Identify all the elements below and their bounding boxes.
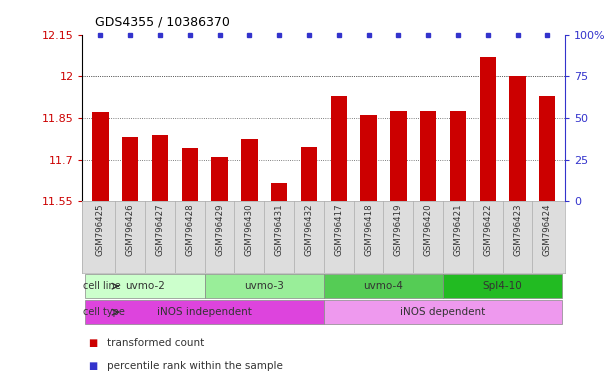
Text: GSM796423: GSM796423 xyxy=(513,203,522,256)
Bar xyxy=(86,300,324,324)
Text: GSM796418: GSM796418 xyxy=(364,203,373,256)
Bar xyxy=(539,96,555,201)
Text: GSM796420: GSM796420 xyxy=(423,203,433,256)
Bar xyxy=(331,96,347,201)
Text: GSM796427: GSM796427 xyxy=(155,203,164,256)
Bar xyxy=(92,112,109,201)
Bar xyxy=(181,148,198,201)
Text: GSM796428: GSM796428 xyxy=(185,203,194,256)
Text: uvmo-4: uvmo-4 xyxy=(364,281,403,291)
Bar xyxy=(360,115,377,201)
Text: GSM796419: GSM796419 xyxy=(394,203,403,256)
Text: GSM796425: GSM796425 xyxy=(96,203,105,256)
Bar xyxy=(324,300,562,324)
Text: Spl4-10: Spl4-10 xyxy=(483,281,522,291)
Bar xyxy=(211,157,228,201)
Bar xyxy=(241,139,257,201)
Bar xyxy=(152,134,168,201)
Bar xyxy=(205,275,324,298)
Text: GSM796417: GSM796417 xyxy=(334,203,343,256)
Bar xyxy=(420,111,436,201)
Text: cell type: cell type xyxy=(83,307,125,317)
Bar xyxy=(122,137,138,201)
Bar xyxy=(86,275,205,298)
Text: ■: ■ xyxy=(89,338,98,348)
Bar xyxy=(450,111,466,201)
Bar xyxy=(324,275,443,298)
Text: GSM796424: GSM796424 xyxy=(543,203,552,256)
Text: GDS4355 / 10386370: GDS4355 / 10386370 xyxy=(95,16,230,29)
Text: GSM796431: GSM796431 xyxy=(274,203,284,256)
Bar xyxy=(443,275,562,298)
Text: GSM796422: GSM796422 xyxy=(483,203,492,256)
Text: GSM796432: GSM796432 xyxy=(304,203,313,256)
Bar xyxy=(480,57,496,201)
Bar xyxy=(390,111,406,201)
Text: GSM796421: GSM796421 xyxy=(453,203,463,256)
Text: iNOS dependent: iNOS dependent xyxy=(400,307,486,317)
Text: iNOS independent: iNOS independent xyxy=(157,307,252,317)
Text: uvmo-2: uvmo-2 xyxy=(125,281,165,291)
Bar xyxy=(271,183,287,201)
Text: GSM796426: GSM796426 xyxy=(126,203,134,256)
Text: GSM796430: GSM796430 xyxy=(245,203,254,256)
Text: uvmo-3: uvmo-3 xyxy=(244,281,284,291)
Bar xyxy=(301,147,317,201)
Text: GSM796429: GSM796429 xyxy=(215,203,224,256)
Text: percentile rank within the sample: percentile rank within the sample xyxy=(107,361,283,371)
Text: transformed count: transformed count xyxy=(107,338,204,348)
Bar xyxy=(510,76,525,201)
Text: cell line: cell line xyxy=(83,281,121,291)
Text: ■: ■ xyxy=(89,361,98,371)
